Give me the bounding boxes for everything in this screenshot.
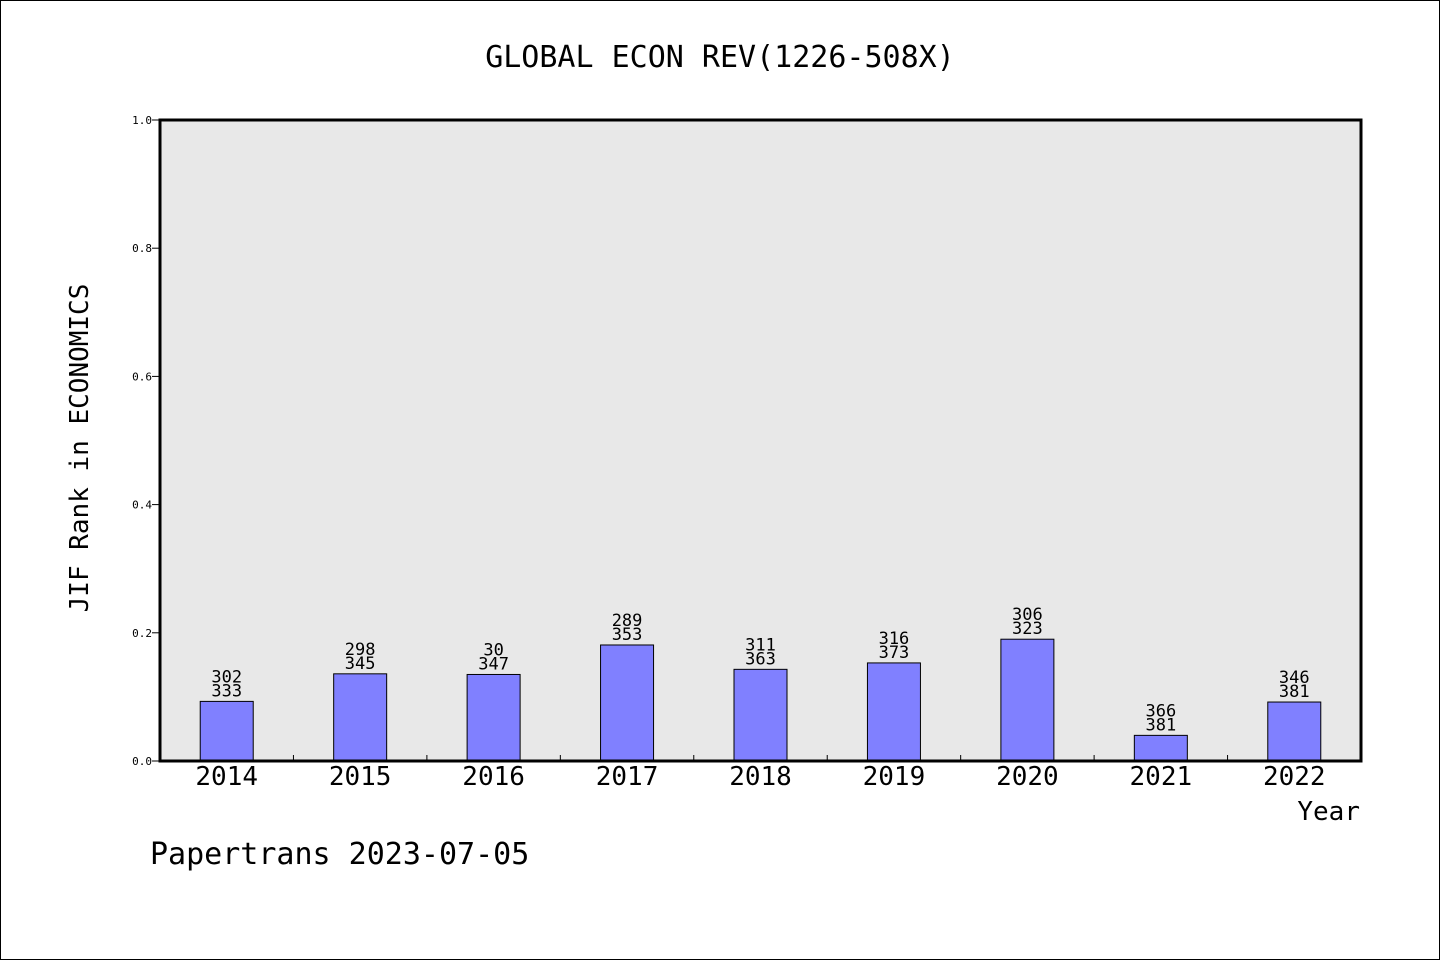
x-tick-label: 2014 bbox=[195, 762, 258, 792]
x-tick-label: 2016 bbox=[462, 762, 525, 792]
plot-frame bbox=[158, 118, 1363, 763]
bar-total-label: 353 bbox=[612, 625, 643, 645]
plot-area bbox=[160, 120, 1361, 761]
x-tick-label: 2017 bbox=[596, 762, 659, 792]
bar-2022 bbox=[1267, 701, 1322, 762]
bar-rank-label: 302 bbox=[211, 667, 242, 687]
x-tick-label: 2019 bbox=[863, 762, 926, 792]
bar-rank-label: 30 bbox=[483, 640, 503, 660]
y-tick-label: 0.6 bbox=[132, 370, 152, 383]
bar-2019 bbox=[866, 662, 921, 762]
bar-total-label: 381 bbox=[1279, 682, 1310, 702]
x-tick-label: 2015 bbox=[329, 762, 392, 792]
bar-2014 bbox=[199, 700, 254, 762]
x-tick-label: 2018 bbox=[729, 762, 792, 792]
bar-rank-label: 289 bbox=[612, 611, 643, 631]
y-axis-ticks: 0.0 0.2 0.4 0.6 0.8 1.0 bbox=[132, 114, 160, 768]
bar-rank-label: 311 bbox=[745, 635, 776, 655]
bar-2017 bbox=[600, 644, 655, 762]
y-tick-label: 1.0 bbox=[132, 114, 152, 127]
x-tick-label: 2022 bbox=[1263, 762, 1326, 792]
bar-total-label: 373 bbox=[879, 643, 910, 663]
bar-2021 bbox=[1133, 734, 1188, 762]
bar-rank-label: 366 bbox=[1145, 701, 1176, 721]
x-axis-label: Year bbox=[1297, 797, 1360, 827]
y-tick-label: 0.2 bbox=[132, 627, 152, 640]
bar-total-label: 347 bbox=[478, 654, 509, 674]
x-axis-ticks: 2014 2015 2016 2017 2018 2019 2020 2021 2022 bbox=[195, 755, 1326, 792]
bars bbox=[199, 638, 1322, 762]
chart-title: GLOBAL ECON REV(1226-508X) bbox=[485, 40, 955, 75]
bar-rank-label: 306 bbox=[1012, 605, 1043, 625]
y-tick-label: 0.8 bbox=[132, 242, 152, 255]
bar-2018 bbox=[733, 668, 788, 762]
bar-rank-label: 346 bbox=[1279, 668, 1310, 688]
x-tick-label: 2020 bbox=[996, 762, 1059, 792]
bar-total-label: 381 bbox=[1145, 715, 1176, 735]
bar-rank-label: 298 bbox=[345, 640, 376, 660]
bar-rank-label: 316 bbox=[879, 629, 910, 649]
y-tick-label: 0.0 bbox=[132, 755, 152, 768]
footer-text: Papertrans 2023-07-05 bbox=[150, 837, 529, 872]
bar-total-label: 333 bbox=[211, 681, 242, 701]
bar-2016 bbox=[466, 673, 521, 762]
y-axis-label: JIF Rank in ECONOMICS bbox=[65, 284, 95, 613]
bar-2020 bbox=[1000, 638, 1055, 762]
x-tick-label: 2021 bbox=[1130, 762, 1193, 792]
bar-total-label: 363 bbox=[745, 649, 776, 669]
bar-total-label: 345 bbox=[345, 654, 376, 674]
bar-total-label: 323 bbox=[1012, 619, 1043, 639]
y-tick-label: 0.4 bbox=[132, 499, 152, 512]
bar-2015 bbox=[333, 673, 388, 762]
